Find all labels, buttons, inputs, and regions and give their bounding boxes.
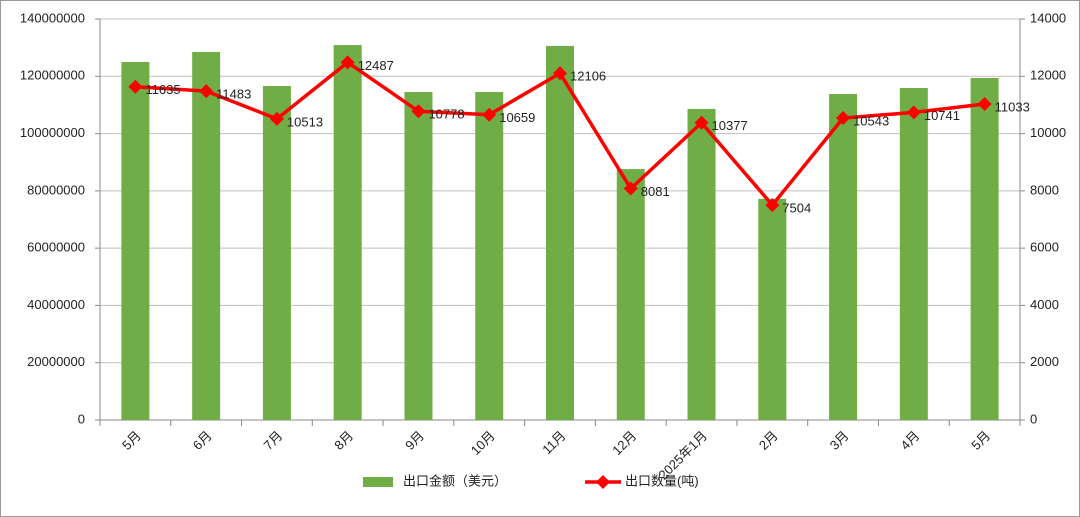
y-tick-label: 100000000 bbox=[20, 125, 85, 140]
bar bbox=[758, 198, 787, 420]
y-tick-label: 60000000 bbox=[27, 240, 85, 255]
marker bbox=[906, 105, 921, 120]
data-label: 12487 bbox=[358, 58, 394, 73]
y2-tick-label: 10000 bbox=[1030, 125, 1066, 140]
y2-tick-label: 0 bbox=[1030, 411, 1037, 426]
marker bbox=[836, 111, 851, 126]
bar bbox=[262, 86, 291, 420]
y-tick-label: 80000000 bbox=[27, 182, 85, 197]
legend-label: 出口数量(吨) bbox=[625, 473, 699, 488]
data-label: 8081 bbox=[641, 184, 670, 199]
y-tick-label: 120000000 bbox=[20, 68, 85, 83]
marker bbox=[694, 115, 709, 130]
data-label: 7504 bbox=[782, 201, 811, 216]
legend-label: 出口金额（美元） bbox=[403, 473, 507, 488]
bar bbox=[687, 108, 716, 420]
data-label: 10513 bbox=[287, 114, 323, 129]
bar bbox=[899, 88, 928, 420]
marker bbox=[199, 84, 214, 99]
bar bbox=[475, 92, 504, 421]
data-label: 10778 bbox=[428, 107, 464, 122]
marker bbox=[977, 96, 992, 111]
y2-tick-label: 2000 bbox=[1030, 354, 1059, 369]
marker bbox=[765, 198, 780, 213]
marker bbox=[623, 181, 638, 196]
legend-marker bbox=[596, 475, 610, 489]
marker bbox=[553, 66, 567, 81]
bar bbox=[829, 94, 858, 421]
y2-tick-label: 12000 bbox=[1030, 68, 1066, 83]
y-tick-label: 20000000 bbox=[27, 354, 85, 369]
bar bbox=[546, 45, 574, 420]
y2-tick-label: 6000 bbox=[1030, 240, 1059, 255]
data-label: 11483 bbox=[216, 87, 251, 102]
marker bbox=[411, 104, 426, 119]
data-label: 12106 bbox=[570, 69, 606, 84]
bar bbox=[333, 45, 362, 420]
bar bbox=[192, 51, 221, 421]
y-tick-label: 140000000 bbox=[20, 10, 85, 25]
y2-tick-label: 14000 bbox=[1030, 10, 1066, 25]
data-label: 10377 bbox=[712, 118, 748, 133]
marker bbox=[482, 107, 497, 122]
y2-tick-label: 8000 bbox=[1030, 182, 1059, 197]
data-label: 10659 bbox=[499, 110, 535, 125]
y2-tick-label: 4000 bbox=[1030, 297, 1059, 312]
bar bbox=[970, 78, 999, 421]
y-tick-label: 0 bbox=[78, 411, 85, 426]
marker bbox=[340, 55, 355, 70]
marker bbox=[269, 111, 284, 126]
marker bbox=[128, 79, 143, 94]
data-label: 10741 bbox=[924, 108, 960, 123]
data-label: 11033 bbox=[995, 99, 1030, 114]
data-label: 11635 bbox=[145, 82, 180, 97]
y-tick-label: 40000000 bbox=[27, 297, 85, 312]
data-label: 10543 bbox=[853, 113, 889, 128]
legend-swatch bbox=[363, 477, 393, 487]
bar bbox=[616, 169, 645, 420]
bar bbox=[404, 92, 433, 421]
bar bbox=[121, 61, 150, 420]
